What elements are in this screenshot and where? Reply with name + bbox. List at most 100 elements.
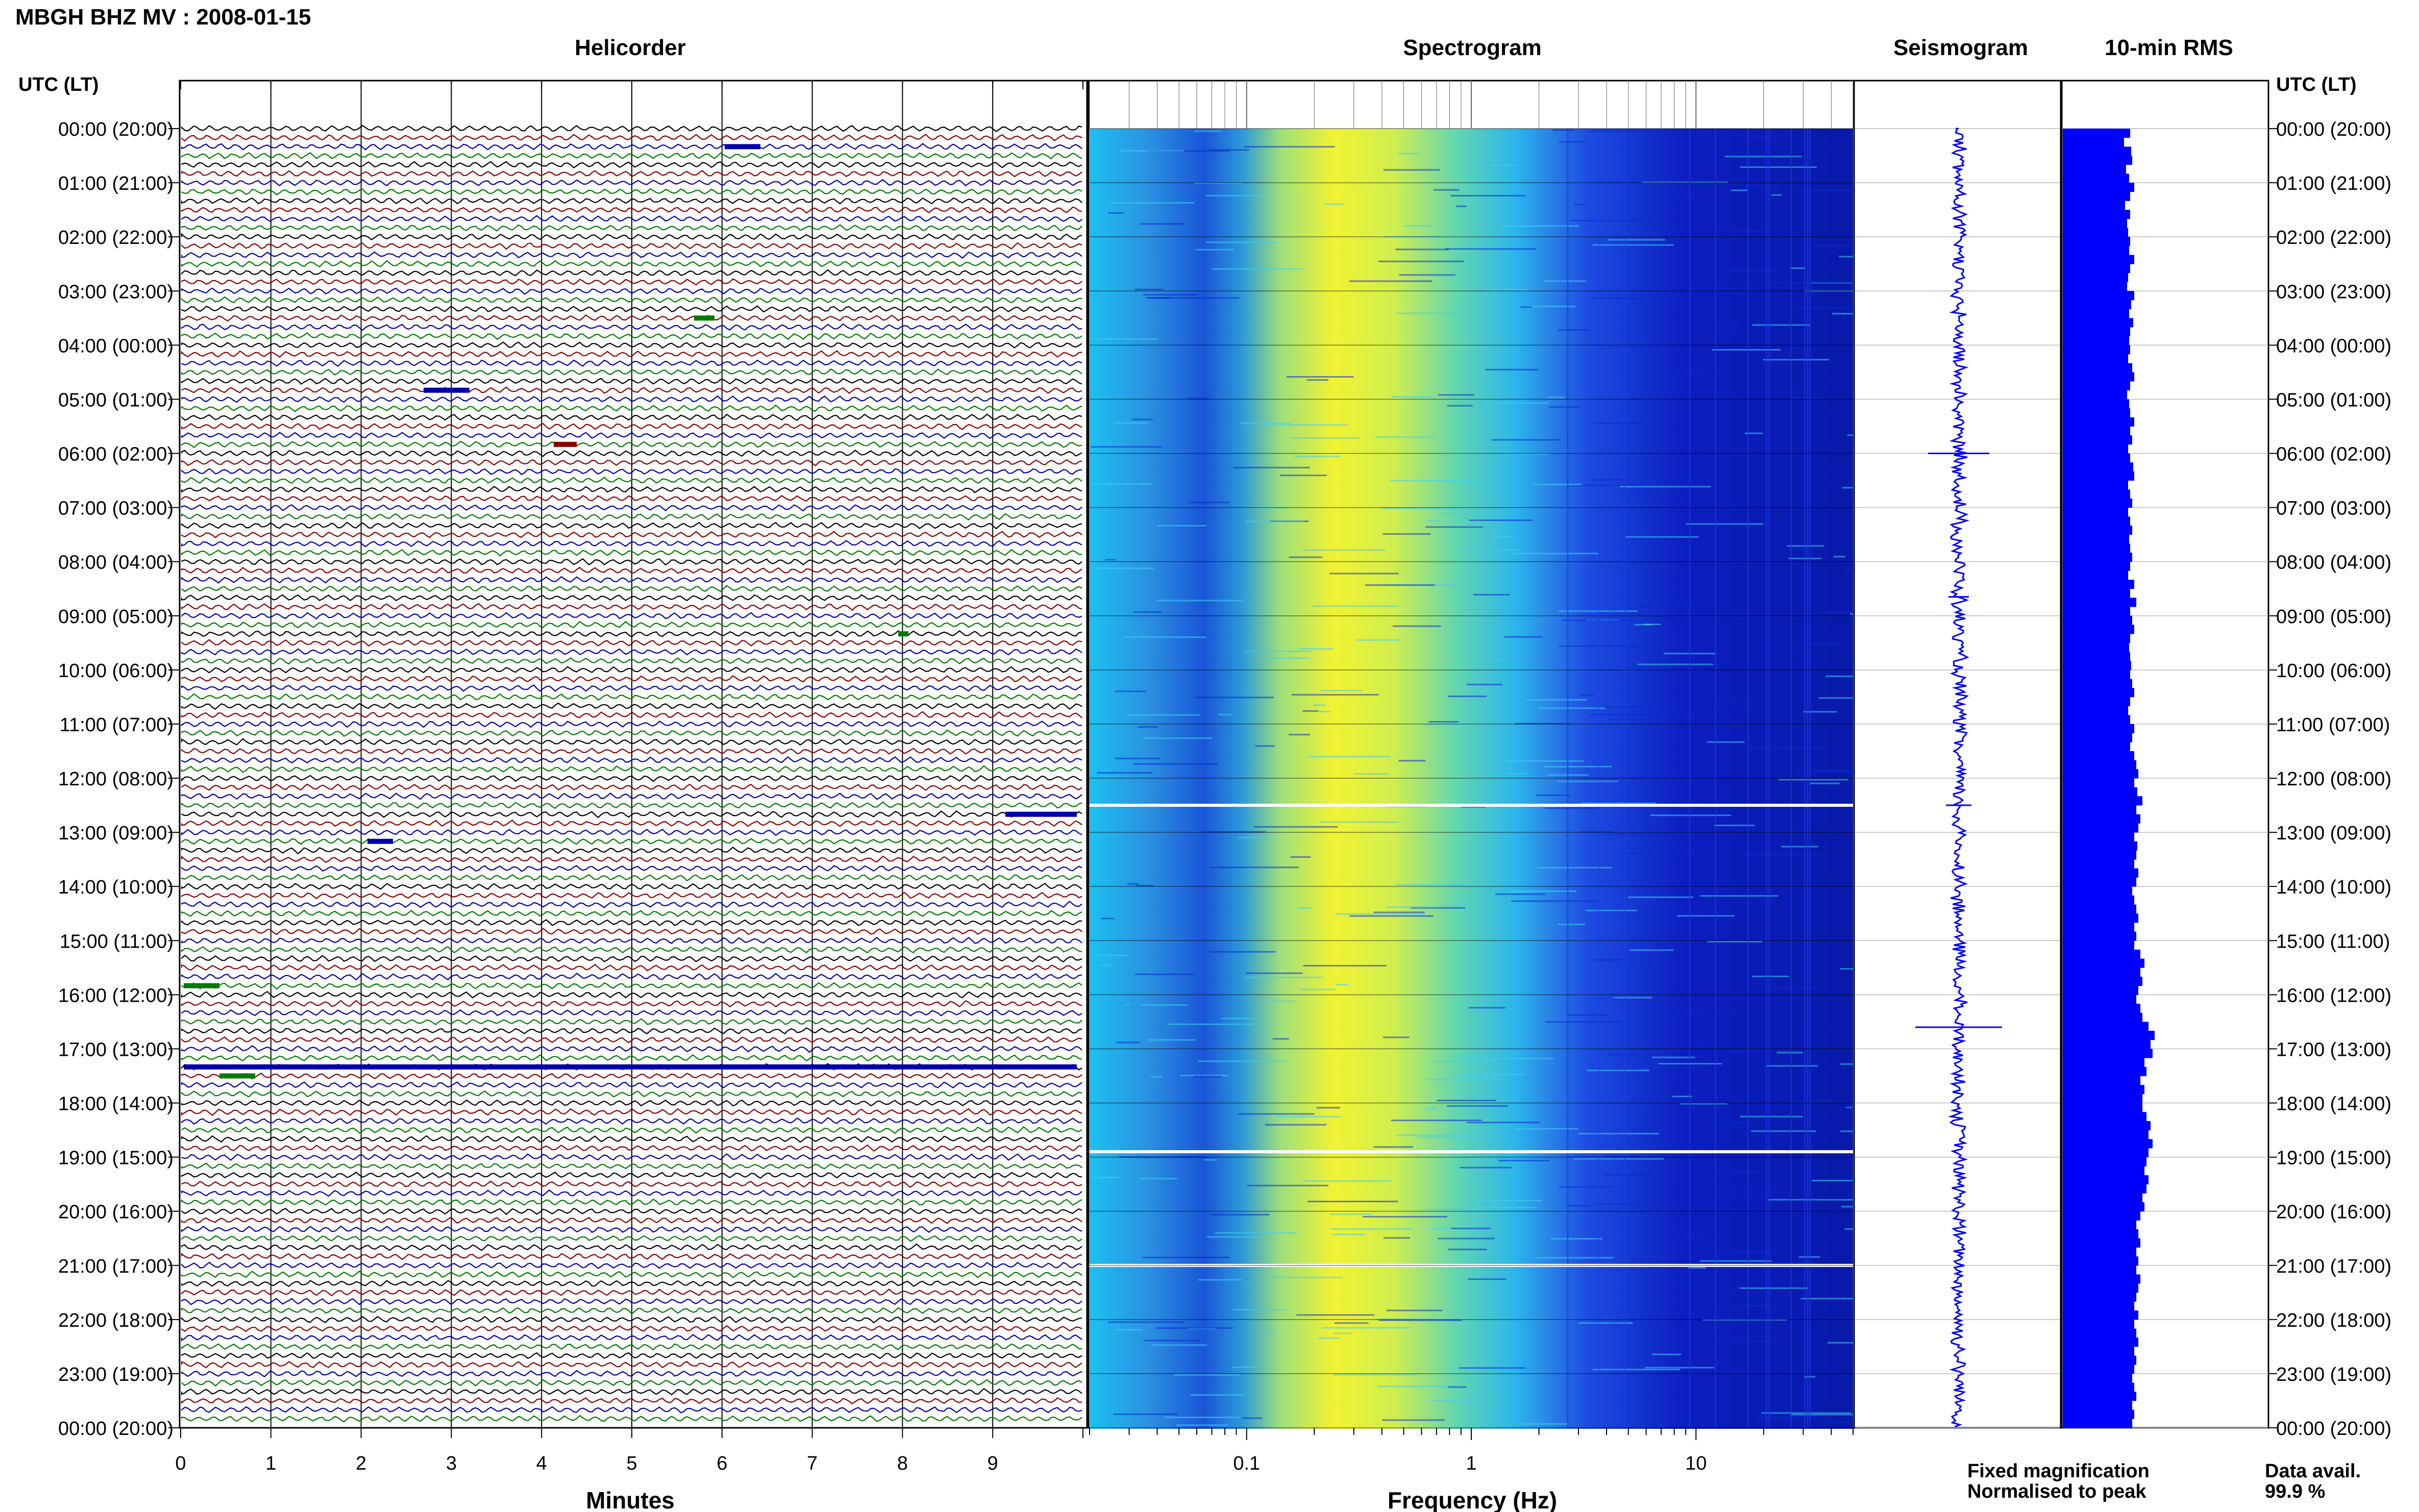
spectrogram-speckle	[1469, 519, 1533, 521]
spectrogram-speckle	[1399, 274, 1455, 276]
helicorder-trace	[181, 1045, 1082, 1053]
spectrogram-speckle	[1194, 182, 1242, 184]
helicorder-trace	[181, 1217, 1082, 1225]
spectrogram-speckle	[1238, 837, 1267, 839]
spectrogram-speckle	[1363, 1216, 1447, 1218]
spectrogram-speckle	[1771, 194, 1782, 196]
rms-bar	[2063, 679, 2132, 688]
hour-label-right: 04:00 (00:00)	[2276, 335, 2391, 357]
spectrogram-speckle	[1447, 405, 1473, 407]
hour-label-right: 09:00 (05:00)	[2276, 606, 2391, 628]
rms-bar	[2063, 173, 2129, 183]
rms-bar	[2063, 1166, 2144, 1176]
spectrogram-speckle	[1114, 690, 1147, 692]
spectrogram-speckle	[1126, 714, 1200, 716]
spectrogram-speckle	[1485, 368, 1539, 370]
spectrogram-speckle	[1425, 724, 1468, 726]
helicorder-trace	[181, 278, 1082, 286]
spectrogram-speckle	[1766, 1065, 1818, 1067]
helicorder-trace	[181, 143, 1082, 151]
spectrogram-speckle	[1123, 636, 1206, 638]
spectrogram-speckle	[1495, 659, 1508, 661]
spectrogram-speckle	[1121, 150, 1183, 152]
rms-bar	[2063, 778, 2134, 788]
rms-bar	[2063, 1319, 2134, 1329]
spectrogram-speckle	[1592, 244, 1674, 246]
spectrogram-speckle	[1695, 1191, 1785, 1193]
spectrogram-speckle	[1448, 1249, 1487, 1250]
helicorder-trace	[181, 296, 1082, 304]
spectrogram-speckle	[1450, 1206, 1536, 1208]
spectrogram-speckle	[1320, 821, 1399, 823]
rms-bar	[2063, 724, 2134, 733]
helicorder-trace	[181, 161, 1082, 169]
hour-label-right: 18:00 (14:00)	[2276, 1094, 2391, 1115]
rms-bar	[2063, 1012, 2142, 1022]
rms-bar	[2063, 1085, 2144, 1095]
helicorder-trace	[181, 169, 1082, 178]
helicorder-trace	[181, 1180, 1082, 1188]
hour-label-right: 22:00 (18:00)	[2276, 1310, 2391, 1331]
helicorder-trace	[181, 909, 1082, 918]
spectrogram-speckle	[1710, 1304, 1778, 1306]
spectrogram-speckle	[1428, 519, 1441, 522]
spectrogram-speckle	[1424, 1208, 1480, 1210]
spectrogram-speckle	[1349, 915, 1434, 917]
rms-bar	[2063, 372, 2134, 382]
helicorder-trace	[181, 1171, 1082, 1179]
rms-bar	[2063, 1392, 2136, 1401]
spectrogram-speckle	[1467, 683, 1502, 685]
hour-label-left: 12:00 (08:00)	[58, 769, 174, 790]
rms-bar	[2063, 968, 2140, 977]
spectrogram-speckle	[1307, 1201, 1398, 1202]
hour-label-left: 14:00 (10:00)	[58, 877, 174, 898]
spectrogram-speckle	[1289, 734, 1310, 736]
spectrogram-speckle	[1286, 376, 1354, 378]
spectrogram-speckle	[1473, 593, 1510, 596]
rms-bar	[2063, 408, 2130, 418]
helicorder-event	[554, 441, 577, 447]
helicorder-trace	[181, 1036, 1082, 1044]
spectrogram-speckle	[1095, 954, 1130, 956]
spectrogram-speckle	[1092, 338, 1158, 340]
spectrogram-speckle	[1724, 156, 1802, 158]
minute-tick-label: 5	[626, 1453, 637, 1474]
helicorder-trace	[181, 1307, 1082, 1315]
spectrogram-speckle	[1622, 853, 1695, 854]
spectrogram-speckle	[1507, 760, 1584, 762]
helicorder-trace	[181, 449, 1082, 457]
helicorder-trace	[181, 386, 1082, 394]
spectrogram-speckle	[1204, 1159, 1217, 1161]
helicorder-trace	[181, 152, 1082, 160]
rms-bar	[2063, 291, 2134, 301]
hour-label-right: 13:00 (09:00)	[2276, 823, 2391, 844]
spectrogram-speckle	[1459, 1367, 1525, 1369]
helicorder-trace	[181, 1144, 1082, 1152]
spectrogram-speckle	[1570, 219, 1653, 221]
spectrogram-speckle	[1262, 424, 1347, 426]
rms-bar	[2063, 904, 2136, 914]
helicorder-trace	[181, 963, 1082, 972]
helicorder-trace	[181, 494, 1082, 503]
spectrogram-speckle	[1462, 1057, 1553, 1059]
spectrogram-speckle	[1198, 1279, 1242, 1281]
hour-labels-right: 00:00 (20:00) 01:00 (21:00) 02:00 (22:00) 0…	[2268, 119, 2391, 1440]
hour-label-left: 13:00 (09:00)	[58, 823, 174, 844]
spectrogram-speckle	[1091, 483, 1153, 485]
spectrogram-speckle	[1558, 329, 1588, 331]
hour-label-right: 11:00 (07:00)	[2276, 714, 2390, 736]
spectrogram-speckle	[1832, 313, 1857, 315]
spectrogram-speckle	[1763, 359, 1829, 361]
rms-bar	[2063, 697, 2130, 706]
spectrogram-speckle	[1467, 1122, 1541, 1124]
spectrogram-speckle	[1781, 846, 1818, 848]
spectrogram-speckle	[1465, 1180, 1477, 1182]
helicorder-trace	[181, 837, 1082, 845]
helicorder-trace	[181, 612, 1082, 619]
spectrogram-speckle	[1707, 741, 1745, 743]
spectrogram-speckle	[1105, 559, 1116, 561]
spectrogram-speckle	[1447, 1105, 1508, 1107]
spectrogram-speckle	[1276, 1116, 1341, 1118]
helicorder-trace	[181, 1370, 1082, 1378]
spectrogram-speckle	[1396, 312, 1468, 314]
